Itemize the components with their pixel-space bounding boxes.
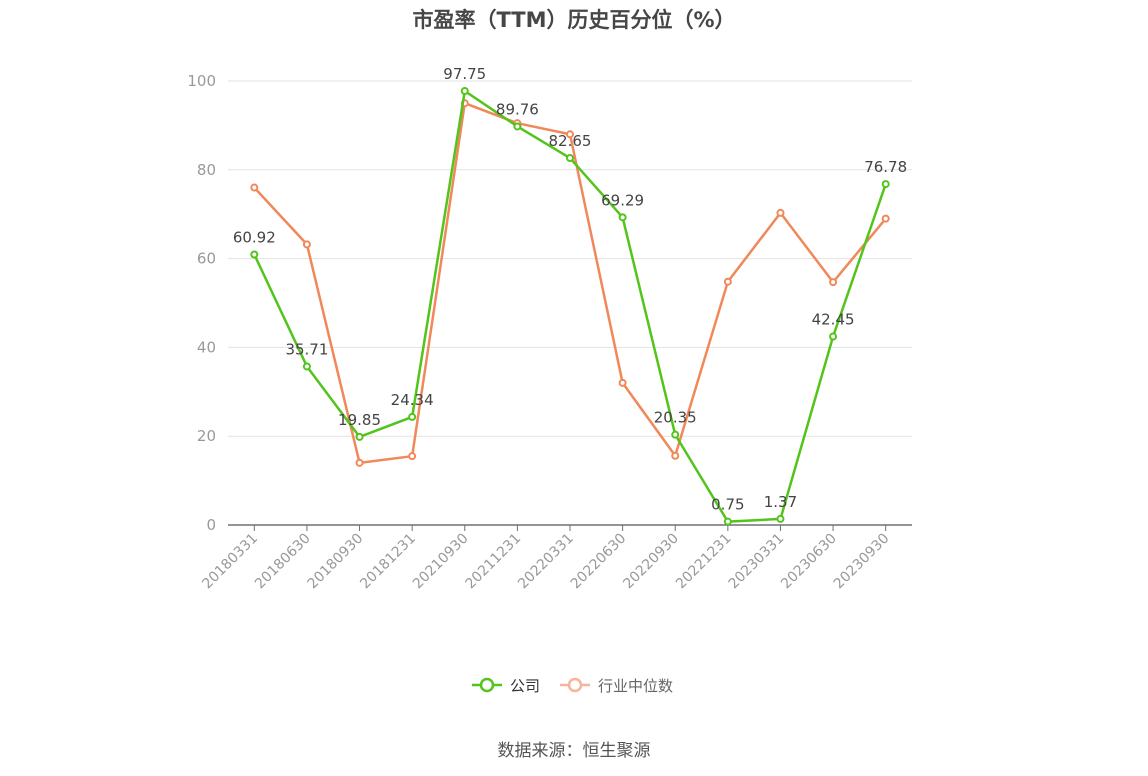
y-tick-label: 0 (206, 516, 216, 534)
legend-company-marker (479, 677, 495, 693)
company-point (513, 122, 522, 131)
data-label: 0.75 (711, 496, 744, 514)
data-label: 76.78 (864, 158, 907, 176)
x-tick-label: 20230331 (726, 531, 788, 593)
x-tick-label: 20180930 (305, 531, 367, 593)
industry-point (829, 278, 838, 287)
x-tick-label: 20220331 (515, 531, 577, 593)
x-tick-label: 20230630 (778, 531, 840, 593)
data-label: 60.92 (233, 229, 276, 247)
data-source: 数据来源：恒生聚源 (497, 741, 651, 761)
y-tick-label: 60 (197, 250, 216, 268)
data-label: 82.65 (549, 132, 592, 150)
data-label: 1.37 (764, 493, 797, 511)
company-point (723, 517, 732, 526)
company-point (881, 180, 890, 189)
industry-point (250, 183, 259, 192)
legend-industry-label: 行业中位数 (598, 677, 673, 695)
company-point (250, 250, 259, 259)
company-point (829, 332, 838, 341)
company-point (408, 412, 417, 421)
y-tick-label: 80 (197, 161, 216, 179)
industry-point (881, 214, 890, 223)
company-point (302, 362, 311, 371)
company-point (566, 154, 574, 163)
company-point (355, 432, 364, 441)
x-tick-label: 20180630 (252, 531, 314, 593)
y-tick-label: 20 (197, 427, 216, 445)
company-point (776, 514, 785, 523)
x-tick-label: 20181231 (357, 531, 419, 593)
y-tick-label: 100 (187, 72, 216, 90)
industry-point (618, 378, 627, 387)
industry-point (723, 277, 732, 286)
data-label: 24.34 (391, 391, 434, 409)
industry-point (408, 452, 417, 461)
industry-point (355, 458, 364, 467)
data-label: 89.76 (496, 100, 539, 118)
data-label: 20.35 (654, 409, 697, 427)
y-tick-label: 40 (197, 338, 216, 356)
industry-point (776, 208, 785, 217)
x-tick-label: 20220930 (620, 531, 682, 593)
legend-company-label: 公司 (510, 677, 540, 695)
chart-title: 市盈率（TTM）历史百分位（%） (412, 8, 736, 32)
company-point (460, 86, 469, 95)
x-tick-label: 20211231 (463, 531, 525, 593)
data-label: 19.85 (338, 411, 381, 429)
x-tick-label: 20180331 (199, 531, 261, 593)
data-label: 42.45 (812, 311, 855, 329)
industry-point (671, 451, 680, 460)
company-point (618, 213, 627, 222)
data-label: 97.75 (443, 65, 486, 83)
data-label: 69.29 (601, 191, 644, 209)
company-point (671, 430, 680, 439)
industry-point (566, 130, 574, 139)
x-tick-label: 20210930 (410, 531, 472, 593)
legend-industry-marker (567, 677, 583, 693)
data-label: 35.71 (285, 340, 328, 358)
x-tick-label: 20230930 (831, 531, 893, 593)
industry-point (302, 240, 311, 249)
x-tick-label: 20220630 (568, 531, 630, 593)
x-tick-label: 20221231 (673, 531, 735, 593)
